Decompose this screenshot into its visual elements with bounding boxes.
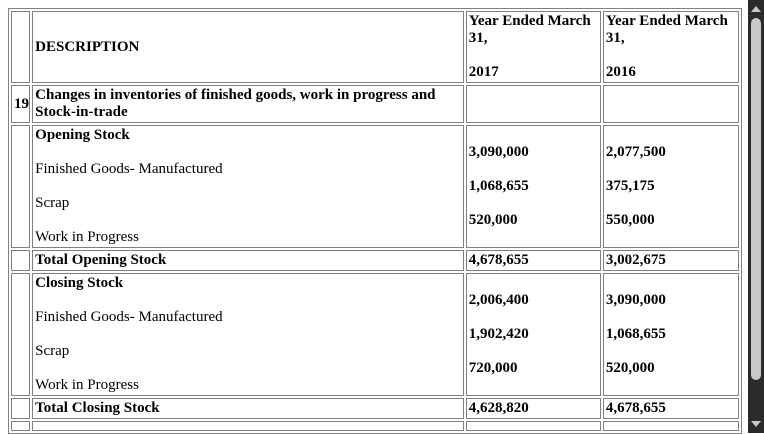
closing-stock-row: Closing Stock Finished Goods- Manufactur… xyxy=(11,273,739,396)
closing-item: Finished Goods- Manufactured xyxy=(35,309,223,325)
year-2016-header: Year Ended March 31, 2016 xyxy=(602,11,739,83)
closing-item: Scrap xyxy=(35,343,70,359)
opening-item: Scrap xyxy=(35,195,70,211)
inventory-table: DESCRIPTION Year Ended March 31, 2017 Ye… xyxy=(8,8,742,434)
total-closing-2016: 4,678,655 xyxy=(602,398,739,419)
scroll-up-arrow-icon[interactable] xyxy=(751,6,761,12)
vertical-scrollbar[interactable] xyxy=(748,0,764,433)
closing-stock-cell: Closing Stock Finished Goods- Manufactur… xyxy=(32,273,464,396)
header-row: DESCRIPTION Year Ended March 31, 2017 Ye… xyxy=(11,11,739,83)
total-opening-label: Total Opening Stock xyxy=(32,250,464,271)
closing-stock-heading: Closing Stock xyxy=(35,275,124,291)
total-opening-row: Total Opening Stock 4,678,655 3,002,675 xyxy=(11,250,739,271)
total-closing-label: Total Closing Stock xyxy=(32,398,464,419)
header-number-cell xyxy=(11,11,31,83)
opening-stock-cell: Opening Stock Finished Goods- Manufactur… xyxy=(32,125,464,248)
next-row xyxy=(11,421,739,431)
scroll-down-arrow-icon[interactable] xyxy=(751,421,761,427)
document-page: DESCRIPTION Year Ended March 31, 2017 Ye… xyxy=(8,8,742,434)
closing-values-2017: 2,006,400 1,902,420 720,000 xyxy=(465,273,601,396)
total-opening-2017: 4,678,655 xyxy=(465,250,601,271)
total-closing-2017: 4,628,820 xyxy=(465,398,601,419)
opening-stock-heading: Opening Stock xyxy=(35,127,130,143)
section-title: Changes in inventories of finished goods… xyxy=(32,85,464,123)
year-2017-header: Year Ended March 31, 2017 xyxy=(465,11,601,83)
section-number: 19 xyxy=(11,85,31,123)
opening-item: Work in Progress xyxy=(35,229,139,245)
section-row: 19 Changes in inventories of finished go… xyxy=(11,85,739,123)
closing-values-2016: 3,090,000 1,068,655 520,000 xyxy=(602,273,739,396)
total-closing-row: Total Closing Stock 4,628,820 4,678,655 xyxy=(11,398,739,419)
opening-stock-row: Opening Stock Finished Goods- Manufactur… xyxy=(11,125,739,248)
total-opening-2016: 3,002,675 xyxy=(602,250,739,271)
opening-values-2017: 3,090,000 1,068,655 520,000 xyxy=(465,125,601,248)
opening-values-2016: 2,077,500 375,175 550,000 xyxy=(602,125,739,248)
opening-item: Finished Goods- Manufactured xyxy=(35,161,223,177)
scrollbar-thumb[interactable] xyxy=(751,18,761,380)
closing-item: Work in Progress xyxy=(35,377,139,393)
description-header: DESCRIPTION xyxy=(32,11,464,83)
